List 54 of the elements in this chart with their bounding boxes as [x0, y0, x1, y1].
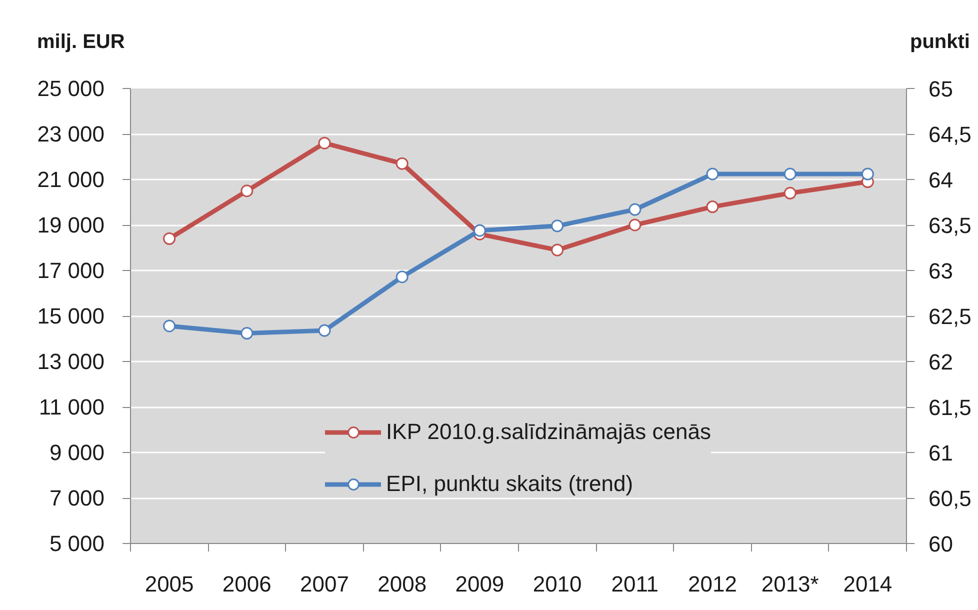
y2-tick-label: 62 — [928, 350, 953, 374]
x-tick-label: 2008 — [378, 572, 427, 596]
y2-tick-label: 61,5 — [928, 395, 972, 420]
point — [551, 244, 564, 256]
point — [706, 200, 719, 214]
point — [163, 320, 176, 332]
y-tick-label: 15 000 — [37, 304, 105, 328]
y-tick-label: 11 000 — [38, 394, 104, 420]
x-tick-label: 2010 — [532, 572, 582, 596]
x-tick-label: 2005 — [144, 572, 194, 596]
point — [318, 136, 331, 150]
y-tick-label: 23 000 — [37, 122, 105, 146]
point — [784, 168, 796, 180]
x-tick-label: 2013* — [761, 572, 820, 596]
y2-tick-label: 65 — [928, 76, 953, 102]
y2-tick-label: 62,5 — [928, 304, 972, 329]
point — [163, 232, 176, 245]
y-tick-label: 13 000 — [37, 349, 105, 374]
point — [706, 168, 719, 180]
x-tick-label: 2014 — [843, 572, 892, 596]
point — [628, 218, 642, 232]
y-tick-label: 17 000 — [37, 258, 105, 283]
y-tick-label: 19 000 — [37, 212, 105, 238]
y2-tick-label: 60 — [928, 532, 953, 556]
x-tick-label: 2006 — [222, 572, 272, 596]
point — [396, 157, 408, 170]
y2-tick-label: 61 — [928, 440, 953, 466]
y2-tick-label: 64 — [928, 168, 953, 192]
y-tick-label: 9 000 — [49, 440, 105, 465]
y-axis-title: milj. EUR — [37, 30, 125, 54]
point — [240, 184, 254, 198]
x-tick-label: 2009 — [455, 572, 504, 596]
y2-tick-label: 60,5 — [928, 486, 972, 511]
point — [318, 324, 331, 337]
y2-tick-label: 63 — [928, 258, 953, 284]
x-tick-label: 2011 — [611, 572, 659, 596]
x-tick-label: 2012 — [688, 572, 737, 596]
point — [473, 224, 486, 237]
y2-tick-label: 63,5 — [928, 213, 972, 238]
point — [240, 327, 254, 340]
y-tick-label: 7 000 — [49, 486, 105, 510]
point — [861, 168, 874, 180]
legend-label: IKP 2010.g.salīdzināmajās cenās — [386, 419, 711, 445]
x-tick-label: 2007 — [300, 572, 349, 596]
legend-label: EPI, punktu skaits (trend) — [386, 471, 634, 497]
point — [551, 220, 564, 232]
y2-axis-title: punkti — [910, 30, 970, 54]
y-tick-label: 21 000 — [37, 167, 105, 192]
y2-tick-label: 64,5 — [928, 122, 972, 147]
y-tick-label: 5 000 — [49, 531, 105, 556]
point — [628, 203, 642, 216]
point — [784, 186, 796, 200]
point — [396, 270, 408, 284]
y-tick-label: 25 000 — [37, 76, 105, 101]
